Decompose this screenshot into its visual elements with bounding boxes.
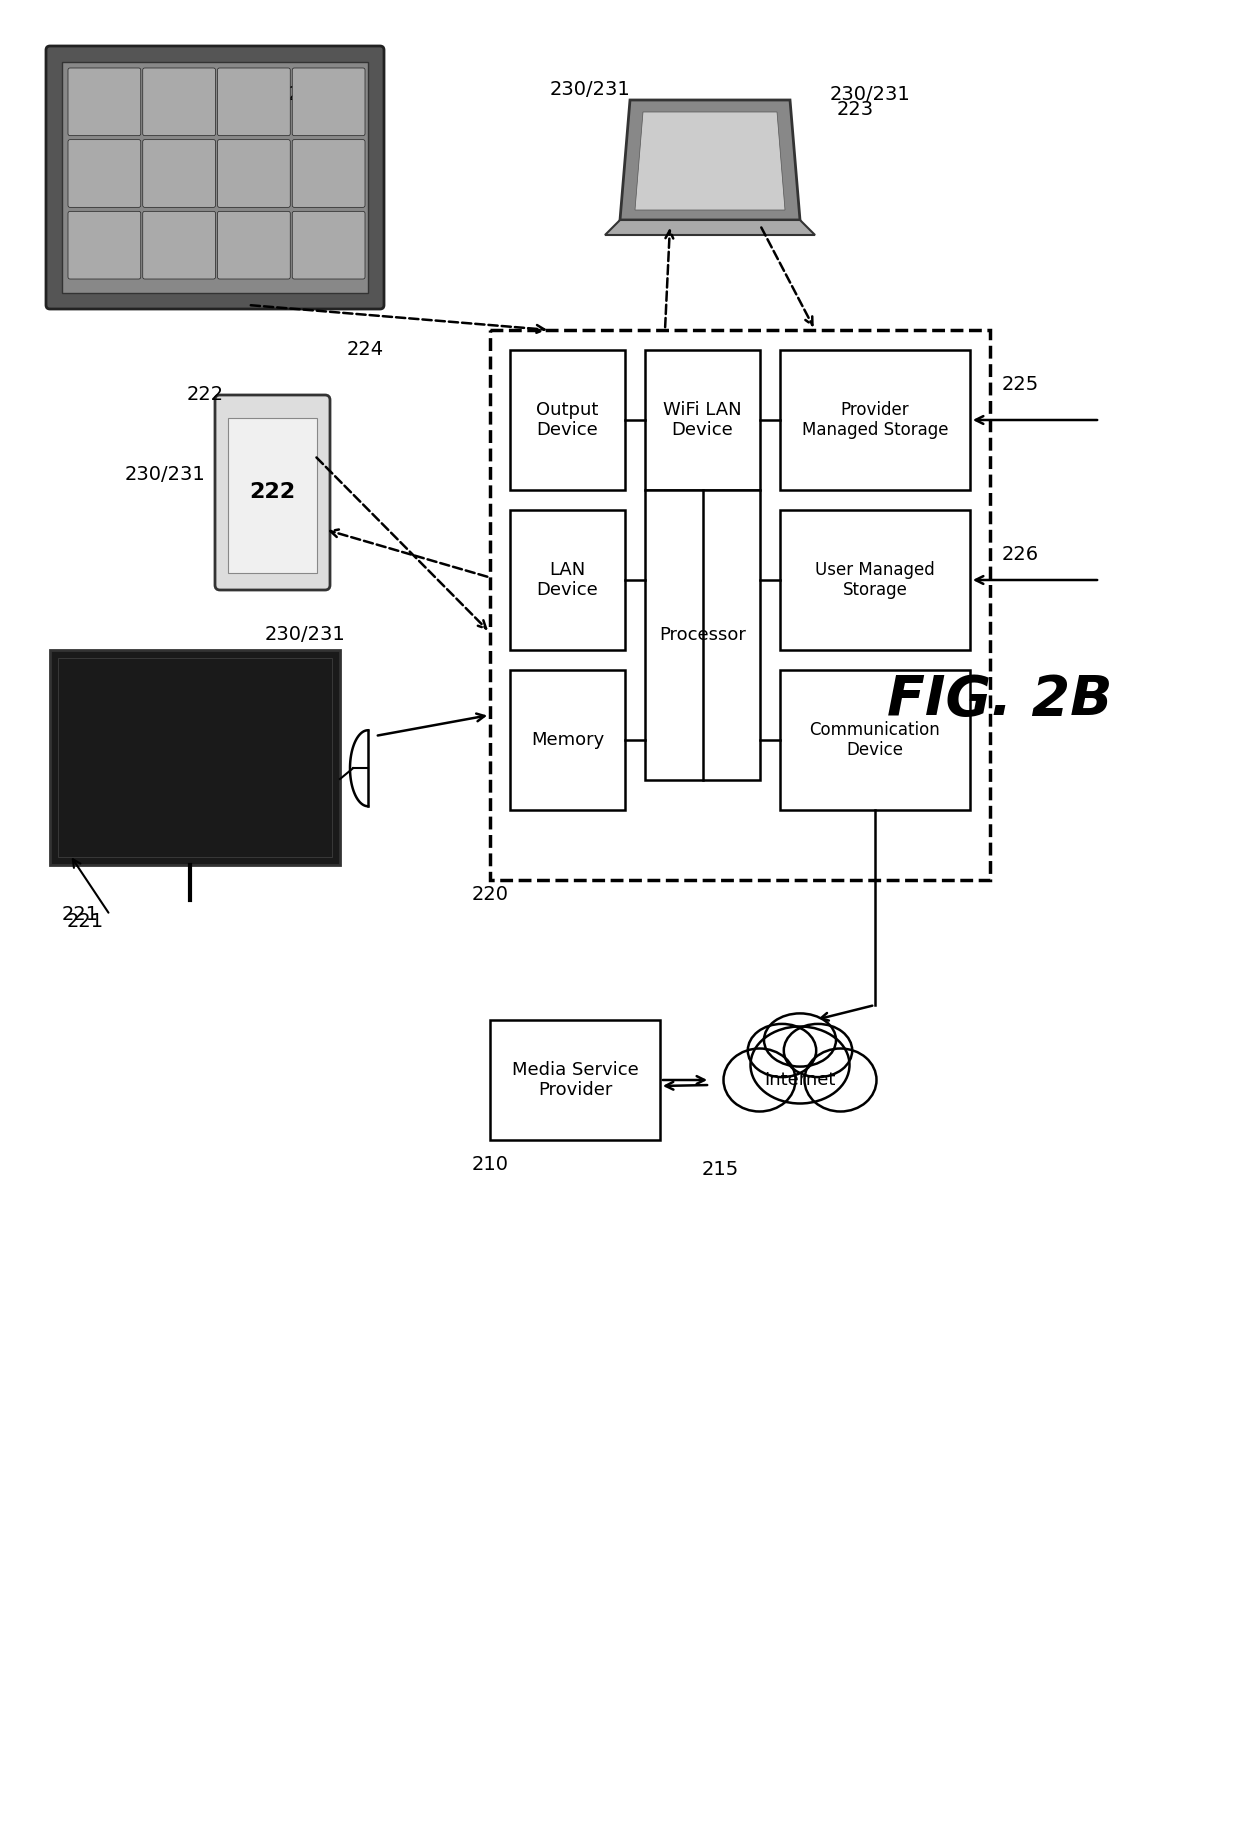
FancyBboxPatch shape	[143, 139, 216, 207]
Text: 226: 226	[1002, 545, 1039, 563]
Polygon shape	[605, 219, 815, 234]
Text: 230/231: 230/231	[264, 626, 346, 644]
FancyBboxPatch shape	[68, 139, 141, 207]
Text: User Managed
Storage: User Managed Storage	[815, 562, 935, 600]
Text: 222: 222	[249, 483, 295, 503]
Text: 230/231: 230/231	[244, 84, 325, 104]
Bar	[510, 510, 625, 649]
Ellipse shape	[750, 1026, 849, 1103]
FancyBboxPatch shape	[143, 68, 216, 135]
Ellipse shape	[748, 1024, 816, 1077]
FancyBboxPatch shape	[217, 68, 290, 135]
FancyBboxPatch shape	[215, 395, 330, 591]
Text: LAN
Device: LAN Device	[537, 562, 599, 600]
Text: 215: 215	[702, 1160, 739, 1180]
Text: 220: 220	[471, 885, 508, 904]
FancyBboxPatch shape	[68, 212, 141, 280]
Bar	[50, 649, 340, 865]
Ellipse shape	[805, 1048, 877, 1112]
Bar	[510, 349, 625, 490]
Text: 224: 224	[346, 340, 383, 358]
Text: 230/231: 230/231	[830, 84, 910, 104]
Ellipse shape	[784, 1024, 852, 1077]
Text: Output
Device: Output Device	[537, 401, 599, 439]
Text: WiFi LAN
Device: WiFi LAN Device	[663, 401, 742, 439]
Bar	[780, 510, 970, 649]
Text: Processor: Processor	[660, 626, 746, 644]
FancyBboxPatch shape	[293, 212, 365, 280]
Text: 210: 210	[471, 1154, 508, 1174]
Bar	[490, 1021, 660, 1139]
FancyBboxPatch shape	[68, 68, 141, 135]
Ellipse shape	[723, 1048, 796, 1112]
Bar	[228, 419, 317, 572]
Text: 230/231: 230/231	[125, 465, 206, 485]
Text: Provider
Managed Storage: Provider Managed Storage	[802, 401, 949, 439]
Polygon shape	[635, 112, 785, 210]
Bar	[780, 349, 970, 490]
FancyBboxPatch shape	[217, 212, 290, 280]
Ellipse shape	[764, 1013, 836, 1066]
Text: Media Service
Provider: Media Service Provider	[512, 1061, 639, 1099]
FancyBboxPatch shape	[46, 46, 384, 309]
Polygon shape	[620, 101, 800, 219]
Text: Internet: Internet	[764, 1072, 836, 1088]
Text: 223: 223	[837, 101, 873, 119]
Text: 225: 225	[1002, 375, 1039, 393]
Bar	[645, 349, 760, 490]
FancyBboxPatch shape	[293, 139, 365, 207]
Text: 230/231: 230/231	[549, 80, 630, 99]
FancyBboxPatch shape	[143, 212, 216, 280]
Bar	[62, 62, 368, 293]
FancyBboxPatch shape	[293, 68, 365, 135]
Text: FIG. 2B: FIG. 2B	[888, 673, 1112, 726]
Bar	[780, 669, 970, 810]
Text: Communication
Device: Communication Device	[810, 721, 940, 759]
Text: 222: 222	[186, 384, 223, 404]
Text: Memory: Memory	[531, 732, 604, 750]
Bar	[58, 658, 332, 858]
Bar	[510, 669, 625, 810]
FancyBboxPatch shape	[217, 139, 290, 207]
Bar	[645, 490, 760, 779]
Text: 221: 221	[62, 905, 98, 924]
Text: 221: 221	[67, 913, 104, 931]
Bar	[490, 329, 990, 880]
